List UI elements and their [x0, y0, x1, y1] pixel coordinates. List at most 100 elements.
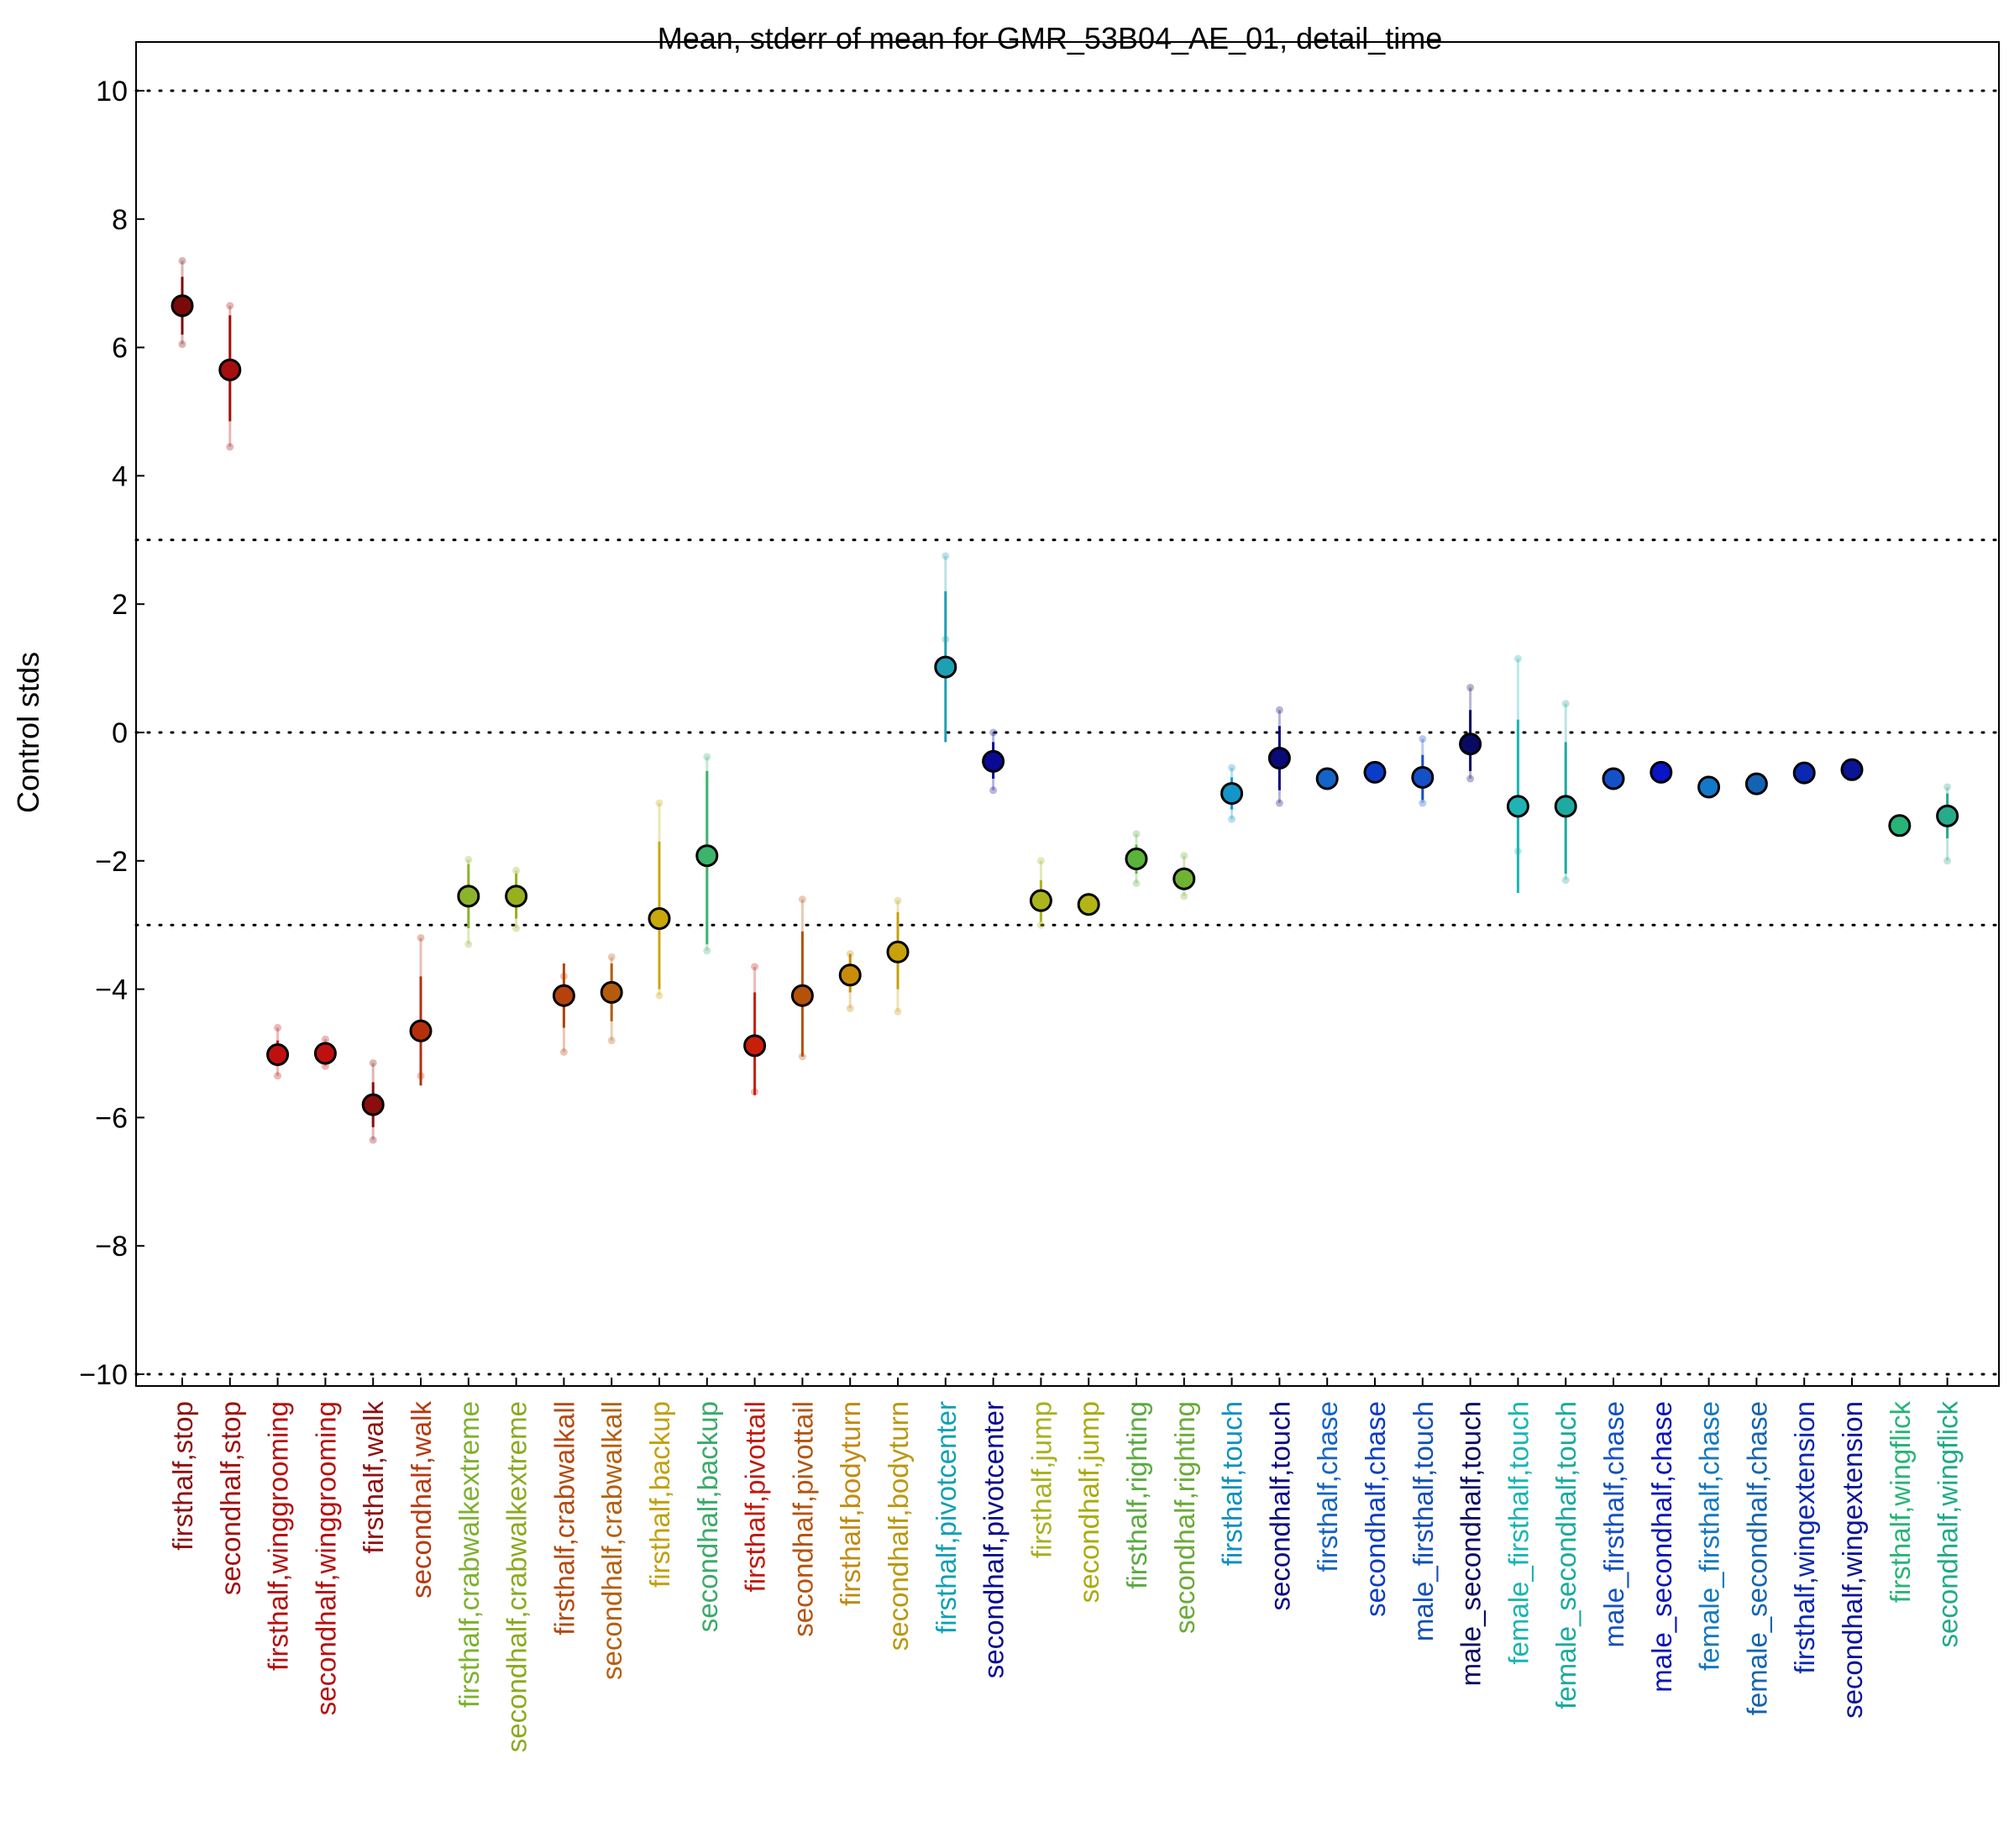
- mean-marker: [1506, 795, 1529, 818]
- x-tick-label: firsthalf,touch: [1217, 1401, 1248, 1566]
- chart-title: Mean, stderr of mean for GMR_53B04_AE_01…: [658, 21, 1443, 55]
- mean-marker: [695, 844, 719, 868]
- mean-marker: [1220, 782, 1244, 806]
- y-tick-label: 8: [112, 204, 128, 236]
- x-tick-label: secondhalf,winggrooming: [310, 1401, 341, 1715]
- y-tick-label: −6: [95, 1102, 128, 1134]
- individual-value-dot: [369, 1058, 377, 1067]
- mean-marker: [170, 294, 194, 318]
- data-point-group: [1840, 758, 1864, 781]
- individual-value-dot: [1036, 857, 1045, 865]
- y-tick-label: −2: [95, 846, 128, 878]
- data-point-group: [457, 855, 480, 948]
- individual-value-dot: [798, 895, 806, 904]
- data-point-group: [1220, 764, 1244, 823]
- individual-value-dot: [226, 443, 234, 451]
- data-point-group: [1267, 706, 1291, 807]
- individual-value-dot: [417, 933, 425, 942]
- x-tick-label: firsthalf,wingflick: [1885, 1401, 1916, 1604]
- individual-value-dot: [178, 256, 186, 265]
- y-tick-label: 4: [112, 460, 128, 492]
- individual-value-dot: [1275, 706, 1283, 714]
- x-tick-label: firsthalf,stop: [167, 1401, 198, 1551]
- x-tick-label: secondhalf,crabwalkall: [596, 1401, 627, 1680]
- individual-value-dot: [607, 953, 616, 961]
- data-point-group: [266, 1023, 290, 1080]
- individual-value-dot: [655, 991, 664, 1000]
- mean-marker: [313, 1042, 337, 1065]
- data-point-group: [409, 933, 433, 1086]
- data-point-group: [1363, 760, 1387, 784]
- individual-value-dot: [1132, 830, 1141, 838]
- data-point-group: [1936, 783, 1959, 865]
- individual-value-dot: [1036, 921, 1045, 929]
- individual-value-dot: [1943, 783, 1952, 791]
- mean-marker: [1172, 867, 1196, 890]
- x-tick-label: secondhalf,pivottail: [787, 1401, 818, 1637]
- x-tick-label: male_secondhalf,touch: [1456, 1401, 1487, 1686]
- x-tick-label: firsthalf,crabwalkextreme: [454, 1401, 485, 1708]
- x-tick-label: secondhalf,stop: [215, 1401, 246, 1595]
- mean-marker: [934, 655, 957, 679]
- x-tick-label: male_firsthalf,chase: [1598, 1401, 1629, 1647]
- individual-value-dot: [512, 866, 521, 874]
- mean-marker: [552, 984, 575, 1007]
- x-tick-label: secondhalf,righting: [1169, 1401, 1200, 1634]
- mean-marker: [1602, 767, 1625, 790]
- individual-value-dot: [1943, 857, 1952, 865]
- individual-value-dot: [464, 940, 473, 948]
- individual-value-dot: [607, 1037, 616, 1045]
- x-tick-label: secondhalf,pivotcenter: [978, 1401, 1010, 1678]
- mean-marker: [266, 1043, 290, 1067]
- x-tick-label: firsthalf,walk: [358, 1401, 389, 1554]
- x-tick-label: secondhalf,jump: [1073, 1401, 1104, 1603]
- individual-value-dot: [274, 1072, 282, 1080]
- individual-value-dot: [178, 340, 186, 349]
- individual-value-dot: [703, 947, 711, 955]
- individual-value-dot: [1466, 684, 1475, 692]
- mean-marker: [1267, 747, 1291, 770]
- individual-value-dot: [1419, 799, 1427, 807]
- individual-value-dot: [894, 1007, 902, 1016]
- y-tick-label: 10: [96, 76, 128, 108]
- data-point-group: [1411, 735, 1435, 807]
- individual-value-dot: [655, 799, 664, 807]
- x-tick-label: secondhalf,bodyturn: [883, 1401, 914, 1651]
- mean-marker: [1936, 804, 1959, 827]
- data-point-group: [934, 552, 957, 743]
- data-point-group: [1888, 814, 1912, 837]
- data-point-group: [218, 302, 242, 451]
- data-point-group: [1506, 654, 1529, 893]
- x-tick-label: firsthalf,backup: [644, 1401, 675, 1588]
- x-axis-tick-labels: firsthalf,stop secondhalf,stop firsthalf,w…: [167, 1378, 1964, 1752]
- y-tick-label: 2: [112, 589, 128, 621]
- data-point-group: [1459, 684, 1482, 783]
- individual-value-dot: [989, 728, 998, 737]
- x-tick-label: secondhalf,touch: [1264, 1401, 1295, 1611]
- data-point-group: [170, 256, 194, 349]
- x-tick-label: secondhalf,wingextension: [1837, 1401, 1868, 1719]
- individual-value-dot: [942, 552, 950, 560]
- individual-value-dot: [989, 786, 998, 795]
- data-point-group: [1077, 892, 1100, 916]
- individual-value-dot: [559, 1047, 568, 1056]
- reference-lines: [134, 89, 2001, 1376]
- x-tick-label: secondhalf,chase: [1360, 1401, 1391, 1617]
- x-tick-label: male_firsthalf,touch: [1408, 1401, 1439, 1641]
- individual-value-dot: [274, 1023, 282, 1032]
- individual-value-dot: [751, 963, 759, 971]
- data-point-group: [1792, 761, 1816, 785]
- individual-value-dot: [1180, 892, 1188, 900]
- mean-marker: [361, 1093, 385, 1116]
- individual-value-dot: [512, 924, 521, 932]
- data-point-group: [505, 866, 528, 932]
- mean-marker: [1840, 758, 1864, 781]
- mean-marker: [1554, 795, 1577, 818]
- data-point-group: [552, 963, 575, 1056]
- mean-marker: [790, 984, 814, 1007]
- mean-marker: [1077, 893, 1100, 916]
- individual-value-dot: [1275, 799, 1283, 807]
- x-tick-label: firsthalf,righting: [1121, 1401, 1152, 1589]
- mean-marker: [409, 1019, 433, 1042]
- y-tick-label: 0: [112, 717, 128, 749]
